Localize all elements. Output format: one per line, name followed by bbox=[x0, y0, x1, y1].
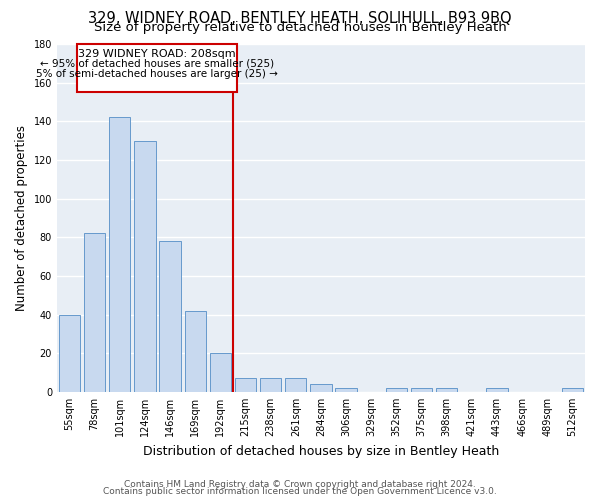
Y-axis label: Number of detached properties: Number of detached properties bbox=[15, 125, 28, 311]
Text: Contains public sector information licensed under the Open Government Licence v3: Contains public sector information licen… bbox=[103, 487, 497, 496]
Text: Size of property relative to detached houses in Bentley Heath: Size of property relative to detached ho… bbox=[94, 21, 506, 34]
Bar bbox=[411, 388, 432, 392]
Bar bbox=[59, 314, 80, 392]
Text: 5% of semi-detached houses are larger (25) →: 5% of semi-detached houses are larger (2… bbox=[36, 69, 278, 79]
Text: 329 WIDNEY ROAD: 208sqm: 329 WIDNEY ROAD: 208sqm bbox=[78, 49, 236, 59]
Bar bbox=[386, 388, 407, 392]
Bar bbox=[160, 241, 181, 392]
Bar bbox=[285, 378, 307, 392]
Bar bbox=[84, 234, 106, 392]
Bar bbox=[335, 388, 357, 392]
Bar bbox=[109, 118, 130, 392]
Text: 329, WIDNEY ROAD, BENTLEY HEATH, SOLIHULL, B93 9BQ: 329, WIDNEY ROAD, BENTLEY HEATH, SOLIHUL… bbox=[88, 11, 512, 26]
Bar bbox=[436, 388, 457, 392]
Text: Contains HM Land Registry data © Crown copyright and database right 2024.: Contains HM Land Registry data © Crown c… bbox=[124, 480, 476, 489]
X-axis label: Distribution of detached houses by size in Bentley Heath: Distribution of detached houses by size … bbox=[143, 444, 499, 458]
Bar bbox=[310, 384, 332, 392]
Bar bbox=[562, 388, 583, 392]
Bar bbox=[134, 140, 155, 392]
FancyBboxPatch shape bbox=[77, 44, 237, 92]
Bar bbox=[209, 354, 231, 392]
Bar bbox=[260, 378, 281, 392]
Bar bbox=[235, 378, 256, 392]
Bar bbox=[185, 310, 206, 392]
Text: ← 95% of detached houses are smaller (525): ← 95% of detached houses are smaller (52… bbox=[40, 58, 274, 68]
Bar bbox=[486, 388, 508, 392]
